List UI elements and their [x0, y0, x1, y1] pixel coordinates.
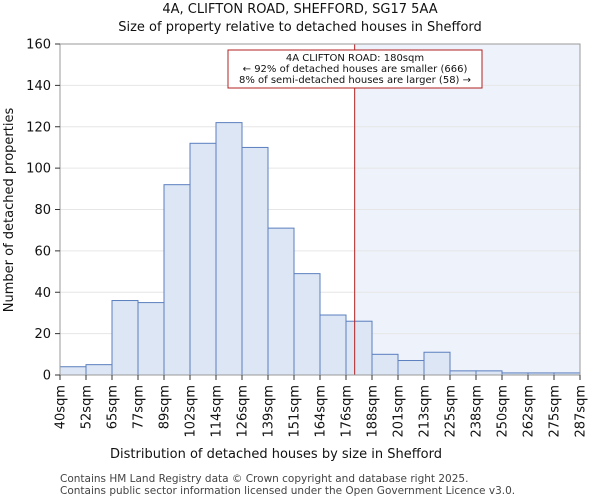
footer-line-1: Contains HM Land Registry data © Crown c…: [60, 473, 468, 485]
annotation-line-2: ← 92% of detached houses are smaller (66…: [243, 64, 468, 75]
y-axis-ticks: 0 20 40 60 80 100 120 140 160: [26, 38, 60, 384]
bar-65sqm: [111, 300, 139, 376]
bar-77sqm: [137, 302, 165, 376]
bar-126sqm: [241, 146, 269, 376]
x-tick-label: 139sqm: [262, 385, 277, 438]
x-tick-label: 164sqm: [314, 385, 329, 438]
y-tick-label: 0: [43, 369, 51, 384]
bar-164sqm: [319, 314, 347, 376]
x-tick-label: 52sqm: [80, 385, 95, 429]
x-tick-label: 65sqm: [106, 385, 121, 429]
bar-238sqm: [475, 370, 503, 376]
bar-102sqm: [189, 142, 217, 376]
x-axis-ticks: 40sqm 52sqm 65sqm 77sqm 89sqm 102sqm 114sqm 126…: [54, 375, 589, 438]
y-tick-label: 120: [26, 120, 51, 135]
x-tick-label: 151sqm: [288, 385, 303, 438]
x-tick-label: 225sqm: [444, 385, 459, 438]
y-tick-label: 60: [34, 244, 51, 259]
footer-line-2: Contains public sector information licen…: [60, 485, 515, 497]
x-tick-label: 250sqm: [496, 385, 511, 438]
y-tick-label: 160: [26, 38, 51, 53]
x-tick-label: 238sqm: [470, 385, 485, 438]
x-tick-label: 126sqm: [236, 385, 251, 438]
bar-139sqm: [267, 227, 295, 376]
x-tick-label: 176sqm: [340, 385, 355, 438]
annotation-line-1: 4A CLIFTON ROAD: 180sqm: [286, 53, 424, 64]
x-tick-label: 114sqm: [210, 385, 225, 438]
annotation-line-3: 8% of semi-detached houses are larger (5…: [239, 75, 471, 86]
bar-225sqm: [449, 370, 477, 376]
annotation-border: [227, 49, 483, 89]
y-tick-label: 80: [34, 203, 51, 218]
bar-176sqm: [345, 320, 373, 376]
bar-151sqm: [293, 273, 321, 376]
x-tick-label: 188sqm: [366, 385, 381, 438]
bar-114sqm: [215, 122, 243, 376]
y-tick-label: 100: [26, 162, 51, 177]
x-tick-label: 102sqm: [184, 385, 199, 438]
bars: [59, 122, 581, 376]
bar-52sqm: [85, 364, 113, 376]
x-axis-label: Distribution of detached houses by size …: [110, 447, 442, 462]
bar-40sqm: [59, 366, 87, 376]
x-tick-label: 287sqm: [574, 385, 589, 438]
x-tick-label: 89sqm: [158, 385, 173, 429]
bar-89sqm: [163, 184, 191, 376]
bar-188sqm: [371, 353, 399, 376]
x-tick-label: 77sqm: [132, 385, 147, 429]
x-tick-label: 201sqm: [392, 385, 407, 438]
y-tick-label: 140: [26, 79, 51, 94]
chart-title: 4A, CLIFTON ROAD, SHEFFORD, SG17 5AA: [162, 2, 437, 17]
y-tick-label: 40: [34, 286, 51, 301]
x-tick-label: 40sqm: [54, 385, 69, 429]
bar-213sqm: [423, 351, 451, 376]
annotation-box: 4A CLIFTON ROAD: 180sqm ← 92% of detache…: [227, 49, 483, 89]
x-tick-label: 213sqm: [418, 385, 433, 438]
x-tick-label: 275sqm: [548, 385, 563, 438]
bar-201sqm: [397, 360, 425, 376]
y-tick-label: 20: [34, 327, 51, 342]
x-tick-label: 262sqm: [522, 385, 537, 438]
y-axis-label: Number of detached properties: [2, 108, 17, 313]
chart-subtitle: Size of property relative to detached ho…: [118, 20, 482, 35]
